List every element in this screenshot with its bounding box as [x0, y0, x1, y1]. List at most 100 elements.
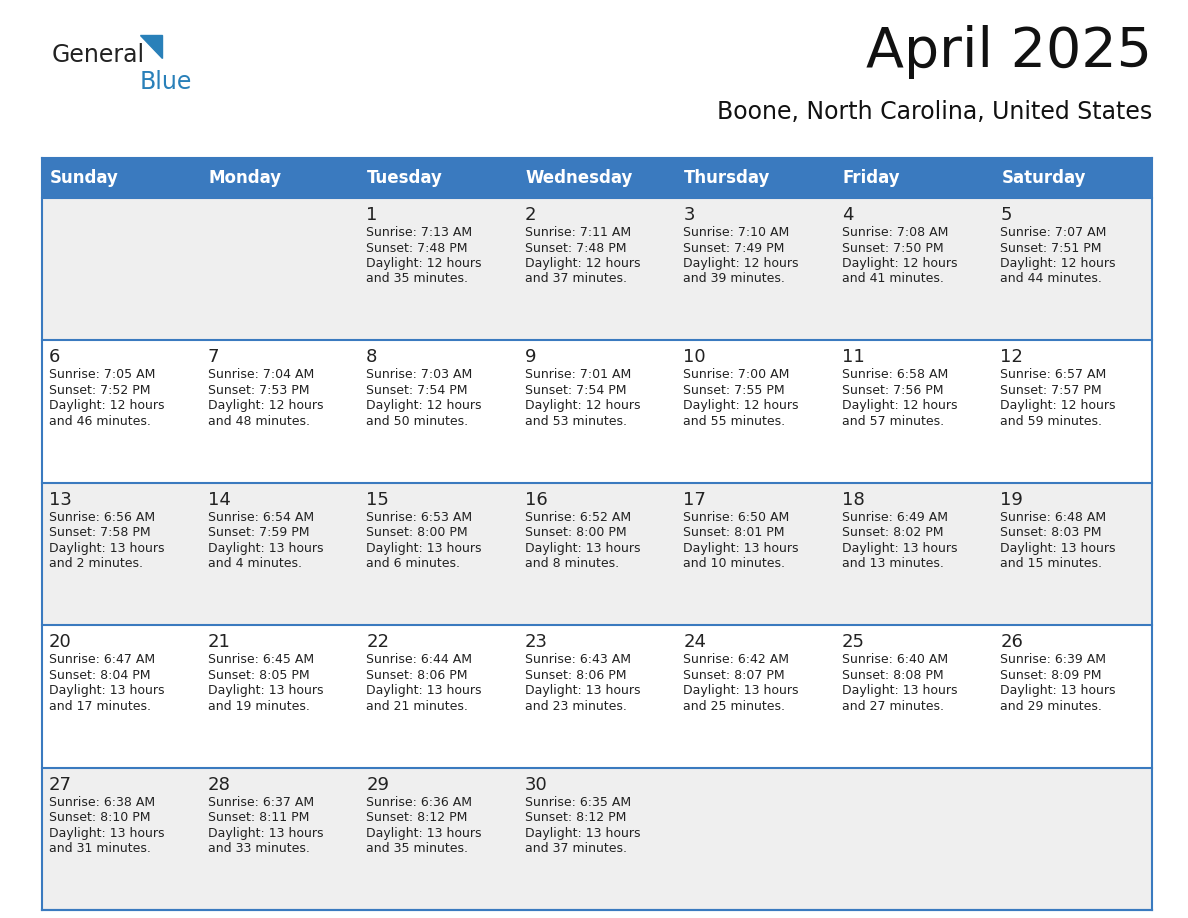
Text: Sunset: 8:12 PM: Sunset: 8:12 PM: [525, 812, 626, 824]
Bar: [835, 483, 993, 625]
Text: Sunset: 8:04 PM: Sunset: 8:04 PM: [49, 668, 151, 682]
Text: Sunrise: 6:37 AM: Sunrise: 6:37 AM: [208, 796, 314, 809]
Text: Sunset: 8:06 PM: Sunset: 8:06 PM: [366, 668, 468, 682]
Text: Sunset: 7:53 PM: Sunset: 7:53 PM: [208, 384, 309, 397]
Text: Sunrise: 6:45 AM: Sunrise: 6:45 AM: [208, 654, 314, 666]
Bar: [359, 767, 518, 910]
Text: and 23 minutes.: and 23 minutes.: [525, 700, 626, 712]
Text: 5: 5: [1000, 206, 1012, 224]
Text: Sunrise: 6:44 AM: Sunrise: 6:44 AM: [366, 654, 472, 666]
Bar: [42, 341, 201, 483]
Text: Daylight: 13 hours: Daylight: 13 hours: [1000, 684, 1116, 697]
Text: 12: 12: [1000, 349, 1023, 366]
Text: and 17 minutes.: and 17 minutes.: [49, 700, 151, 712]
Text: Sunrise: 6:36 AM: Sunrise: 6:36 AM: [366, 796, 472, 809]
Text: Sunset: 8:02 PM: Sunset: 8:02 PM: [842, 526, 943, 539]
Text: Sunrise: 6:49 AM: Sunrise: 6:49 AM: [842, 510, 948, 524]
Text: Sunset: 7:48 PM: Sunset: 7:48 PM: [366, 241, 468, 254]
Text: 25: 25: [842, 633, 865, 651]
Text: 23: 23: [525, 633, 548, 651]
Bar: [835, 767, 993, 910]
Polygon shape: [140, 35, 162, 58]
Text: Sunrise: 6:53 AM: Sunrise: 6:53 AM: [366, 510, 473, 524]
Text: and 33 minutes.: and 33 minutes.: [208, 842, 309, 855]
Text: and 41 minutes.: and 41 minutes.: [842, 273, 943, 285]
Text: 4: 4: [842, 206, 853, 224]
Text: 3: 3: [683, 206, 695, 224]
Text: and 2 minutes.: and 2 minutes.: [49, 557, 143, 570]
Text: and 27 minutes.: and 27 minutes.: [842, 700, 943, 712]
Text: Sunrise: 7:01 AM: Sunrise: 7:01 AM: [525, 368, 631, 381]
Text: Sunset: 8:00 PM: Sunset: 8:00 PM: [366, 526, 468, 539]
Text: Daylight: 12 hours: Daylight: 12 hours: [842, 399, 958, 412]
Text: Daylight: 13 hours: Daylight: 13 hours: [525, 826, 640, 840]
Text: Daylight: 12 hours: Daylight: 12 hours: [842, 257, 958, 270]
Text: Daylight: 13 hours: Daylight: 13 hours: [49, 684, 164, 697]
Bar: [676, 767, 835, 910]
Bar: [42, 158, 1152, 198]
Text: Sunset: 7:48 PM: Sunset: 7:48 PM: [525, 241, 626, 254]
Bar: [359, 483, 518, 625]
Text: Sunset: 7:51 PM: Sunset: 7:51 PM: [1000, 241, 1102, 254]
Text: Sunset: 8:11 PM: Sunset: 8:11 PM: [208, 812, 309, 824]
Text: Daylight: 12 hours: Daylight: 12 hours: [683, 399, 798, 412]
Text: Sunday: Sunday: [50, 169, 119, 187]
Bar: [42, 625, 201, 767]
Text: Sunrise: 6:42 AM: Sunrise: 6:42 AM: [683, 654, 789, 666]
Text: 27: 27: [49, 776, 72, 793]
Text: Friday: Friday: [842, 169, 901, 187]
Text: 28: 28: [208, 776, 230, 793]
Bar: [518, 767, 676, 910]
Text: Sunrise: 6:47 AM: Sunrise: 6:47 AM: [49, 654, 156, 666]
Text: Monday: Monday: [209, 169, 282, 187]
Text: Sunrise: 6:52 AM: Sunrise: 6:52 AM: [525, 510, 631, 524]
Bar: [201, 198, 359, 341]
Text: Daylight: 12 hours: Daylight: 12 hours: [525, 257, 640, 270]
Text: 8: 8: [366, 349, 378, 366]
Bar: [835, 341, 993, 483]
Text: Wednesday: Wednesday: [526, 169, 633, 187]
Text: Sunset: 8:01 PM: Sunset: 8:01 PM: [683, 526, 785, 539]
Text: Sunrise: 6:39 AM: Sunrise: 6:39 AM: [1000, 654, 1106, 666]
Bar: [518, 483, 676, 625]
Text: Daylight: 13 hours: Daylight: 13 hours: [525, 684, 640, 697]
Text: Sunset: 7:57 PM: Sunset: 7:57 PM: [1000, 384, 1102, 397]
Text: Daylight: 12 hours: Daylight: 12 hours: [525, 399, 640, 412]
Text: Sunset: 8:10 PM: Sunset: 8:10 PM: [49, 812, 151, 824]
Text: Daylight: 12 hours: Daylight: 12 hours: [366, 257, 481, 270]
Text: and 19 minutes.: and 19 minutes.: [208, 700, 309, 712]
Text: Sunset: 8:09 PM: Sunset: 8:09 PM: [1000, 668, 1102, 682]
Text: Sunrise: 7:04 AM: Sunrise: 7:04 AM: [208, 368, 314, 381]
Text: Sunrise: 6:50 AM: Sunrise: 6:50 AM: [683, 510, 790, 524]
Text: Daylight: 12 hours: Daylight: 12 hours: [208, 399, 323, 412]
Text: Sunrise: 6:43 AM: Sunrise: 6:43 AM: [525, 654, 631, 666]
Text: and 57 minutes.: and 57 minutes.: [842, 415, 944, 428]
Text: Daylight: 12 hours: Daylight: 12 hours: [366, 399, 481, 412]
Bar: [359, 341, 518, 483]
Text: and 46 minutes.: and 46 minutes.: [49, 415, 151, 428]
Text: Daylight: 13 hours: Daylight: 13 hours: [208, 684, 323, 697]
Text: 19: 19: [1000, 491, 1023, 509]
Text: and 6 minutes.: and 6 minutes.: [366, 557, 460, 570]
Text: Sunset: 7:55 PM: Sunset: 7:55 PM: [683, 384, 785, 397]
Bar: [993, 625, 1152, 767]
Bar: [993, 341, 1152, 483]
Text: Sunrise: 6:48 AM: Sunrise: 6:48 AM: [1000, 510, 1106, 524]
Text: General: General: [52, 43, 145, 67]
Text: Sunrise: 7:07 AM: Sunrise: 7:07 AM: [1000, 226, 1107, 239]
Text: Daylight: 13 hours: Daylight: 13 hours: [366, 684, 481, 697]
Bar: [359, 625, 518, 767]
Text: Sunset: 8:05 PM: Sunset: 8:05 PM: [208, 668, 309, 682]
Bar: [42, 767, 201, 910]
Text: 13: 13: [49, 491, 72, 509]
Text: Sunset: 7:50 PM: Sunset: 7:50 PM: [842, 241, 943, 254]
Text: and 29 minutes.: and 29 minutes.: [1000, 700, 1102, 712]
Text: and 59 minutes.: and 59 minutes.: [1000, 415, 1102, 428]
Text: and 55 minutes.: and 55 minutes.: [683, 415, 785, 428]
Bar: [835, 625, 993, 767]
Bar: [676, 198, 835, 341]
Text: and 50 minutes.: and 50 minutes.: [366, 415, 468, 428]
Text: 18: 18: [842, 491, 865, 509]
Bar: [359, 198, 518, 341]
Bar: [835, 198, 993, 341]
